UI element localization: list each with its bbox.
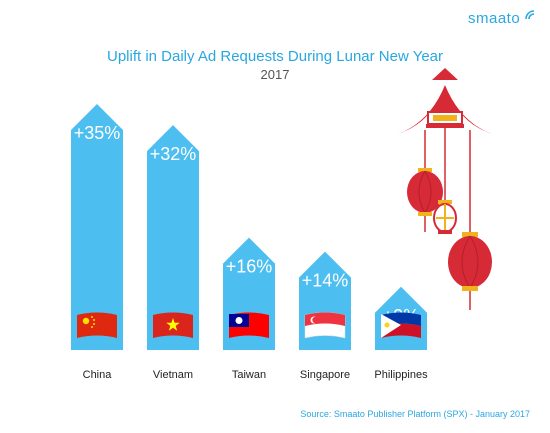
philippines-flag — [381, 312, 421, 338]
vietnam-flag — [153, 312, 193, 338]
bar-vietnam — [147, 125, 199, 350]
chart-title: Uplift in Daily Ad Requests During Lunar… — [106, 48, 443, 65]
value-label: +14% — [302, 271, 349, 291]
logo-signal-icon — [525, 10, 535, 20]
value-label: +32% — [150, 144, 197, 164]
category-label: Singapore — [300, 369, 350, 381]
value-label: +35% — [74, 123, 121, 143]
china-flag — [77, 312, 117, 338]
category-label: Taiwan — [232, 369, 266, 381]
bar-china — [71, 104, 123, 351]
value-label: +16% — [226, 257, 273, 277]
category-label: Vietnam — [153, 369, 193, 381]
logo-text: smaato — [468, 10, 521, 27]
source-note: Source: Smaato Publisher Platform (SPX) … — [300, 409, 530, 419]
singapore-flag — [304, 312, 346, 339]
taiwan-flag — [229, 312, 269, 338]
chart-subtitle: 2017 — [260, 67, 290, 82]
category-label: China — [83, 369, 113, 381]
category-label: Philippines — [374, 369, 428, 381]
bar-chart: +35% China +32% Vietnam +16% Taiwan +14% Singap… — [71, 68, 492, 381]
chinese-pagoda-lanterns-icon — [398, 68, 492, 310]
